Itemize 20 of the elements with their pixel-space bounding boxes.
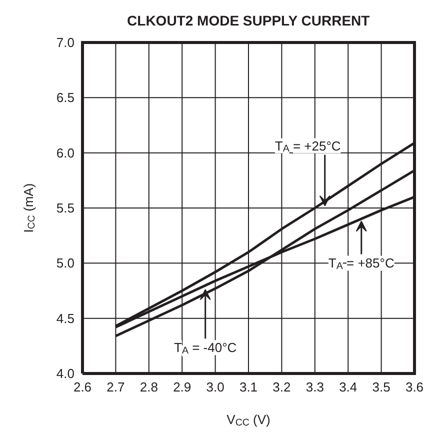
x-tick-label: 2.7: [106, 380, 125, 394]
x-tick-label: 3.1: [239, 380, 258, 394]
y-axis-title: ICC (mA): [21, 183, 38, 233]
x-tick-label: 3.4: [339, 380, 358, 394]
x-tick-label: 3.3: [306, 380, 324, 394]
y-tick-label: 4.5: [56, 310, 75, 326]
x-tick-label: 2.9: [173, 380, 192, 394]
x-tick-label: 3.5: [372, 380, 390, 394]
x-tick-label: 3.2: [272, 380, 291, 394]
y-tick-label: 6.5: [56, 90, 75, 106]
x-tick-label: 2.6: [73, 380, 92, 394]
x-tick-label: 3.0: [206, 380, 224, 394]
y-tick-label: 5.5: [56, 200, 75, 216]
chart-title: CLKOUT2 MODE SUPPLY CURRENT: [127, 12, 370, 28]
x-tick-label: 2.8: [140, 380, 158, 394]
y-tick-label: 7.0: [56, 35, 75, 50]
y-tick-label: 5.0: [56, 256, 75, 271]
y-tick-label: 4.0: [56, 366, 75, 381]
x-tick-label: 3.6: [405, 380, 424, 394]
y-tick-label: 6.0: [56, 145, 75, 160]
